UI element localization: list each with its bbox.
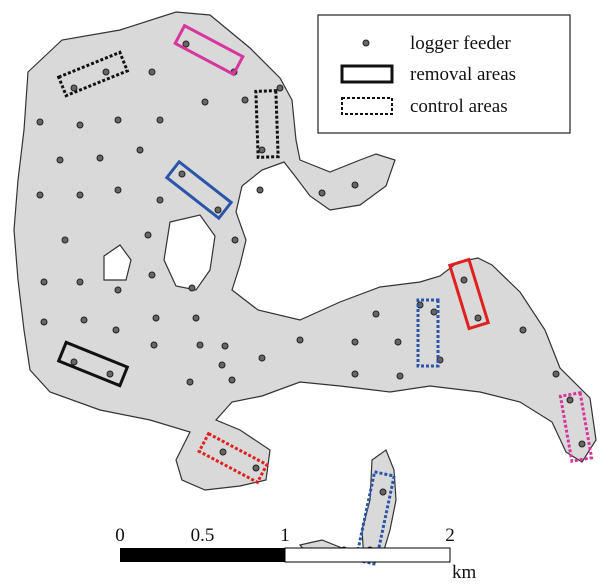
feeder bbox=[156, 196, 164, 204]
feeder bbox=[258, 354, 266, 362]
feeder bbox=[148, 271, 156, 279]
feeder bbox=[460, 276, 468, 284]
feeder bbox=[396, 372, 404, 380]
feeder bbox=[40, 278, 48, 286]
control-area bbox=[558, 391, 594, 463]
feeder bbox=[114, 186, 122, 194]
feeder bbox=[40, 318, 48, 326]
feeder bbox=[351, 338, 359, 346]
feeder bbox=[578, 440, 586, 448]
feeder bbox=[218, 361, 226, 369]
feeder bbox=[36, 191, 44, 199]
feeder bbox=[296, 336, 304, 344]
feeder bbox=[372, 310, 380, 318]
legend: logger feeder removal areas control area… bbox=[317, 14, 571, 134]
feeder bbox=[182, 40, 190, 48]
feeder bbox=[114, 116, 122, 124]
feeder bbox=[519, 326, 527, 334]
feeder bbox=[394, 338, 402, 346]
feeder bbox=[552, 370, 560, 378]
control-area bbox=[254, 89, 280, 159]
legend-control bbox=[341, 97, 393, 115]
scale-tick-label: 2 bbox=[445, 525, 455, 546]
feeder bbox=[56, 156, 64, 164]
feeder bbox=[76, 191, 84, 199]
feeder bbox=[150, 341, 158, 349]
feeder bbox=[178, 170, 186, 178]
legend-label: logger feeder bbox=[410, 33, 511, 54]
feeder bbox=[228, 376, 236, 384]
feeder bbox=[258, 146, 266, 154]
legend-label: control areas bbox=[410, 96, 508, 117]
feeder bbox=[136, 146, 144, 154]
feeder bbox=[351, 370, 359, 378]
feeder bbox=[379, 488, 387, 496]
feeder bbox=[241, 96, 249, 104]
feeders bbox=[36, 40, 586, 554]
feeder bbox=[221, 342, 229, 350]
feeder bbox=[188, 284, 196, 292]
scale-tick-label: 1 bbox=[280, 525, 290, 546]
feeder bbox=[186, 378, 194, 386]
removal-area bbox=[56, 340, 130, 388]
feeder bbox=[430, 308, 438, 316]
feeder bbox=[192, 314, 200, 322]
feeder bbox=[276, 84, 284, 92]
scale-black bbox=[120, 548, 285, 562]
feeder bbox=[152, 314, 160, 322]
feeder bbox=[96, 154, 104, 162]
feeder bbox=[114, 286, 122, 294]
feeder bbox=[474, 314, 482, 322]
feeder bbox=[201, 98, 209, 106]
main-island bbox=[13, 11, 597, 491]
study-areas bbox=[56, 23, 594, 566]
feeder bbox=[80, 316, 88, 324]
scale-unit: km bbox=[452, 562, 477, 583]
feeder bbox=[351, 181, 359, 189]
feeder bbox=[148, 68, 156, 76]
feeder bbox=[214, 206, 222, 214]
legend-label: removal areas bbox=[410, 64, 516, 85]
feeder bbox=[70, 358, 78, 366]
feeder bbox=[231, 236, 239, 244]
scale-tick-label: 0.5 bbox=[191, 525, 215, 546]
scale-bar: 0 0.5 1 2 km bbox=[115, 525, 476, 583]
legend-dot bbox=[362, 39, 370, 47]
feeder bbox=[256, 186, 264, 194]
removal-area bbox=[164, 159, 234, 221]
control-area bbox=[197, 431, 269, 485]
feeder bbox=[76, 121, 84, 129]
legend-removal bbox=[340, 64, 394, 84]
feeder bbox=[112, 326, 120, 334]
feeder bbox=[196, 341, 204, 349]
feeder bbox=[144, 231, 152, 239]
feeder bbox=[566, 396, 574, 404]
feeder bbox=[219, 448, 227, 456]
feeder bbox=[252, 464, 260, 472]
removal-area bbox=[447, 257, 491, 331]
removal-area bbox=[173, 23, 245, 77]
feeder bbox=[106, 370, 114, 378]
feeder bbox=[61, 236, 69, 244]
feeder bbox=[156, 116, 164, 124]
feeder bbox=[102, 68, 110, 76]
scale-tick-label: 0 bbox=[115, 525, 125, 546]
feeder bbox=[76, 278, 84, 286]
feeder bbox=[318, 189, 326, 197]
feeder bbox=[36, 118, 44, 126]
control-area bbox=[416, 298, 440, 368]
scale-white bbox=[284, 547, 451, 563]
control-area bbox=[56, 50, 130, 98]
